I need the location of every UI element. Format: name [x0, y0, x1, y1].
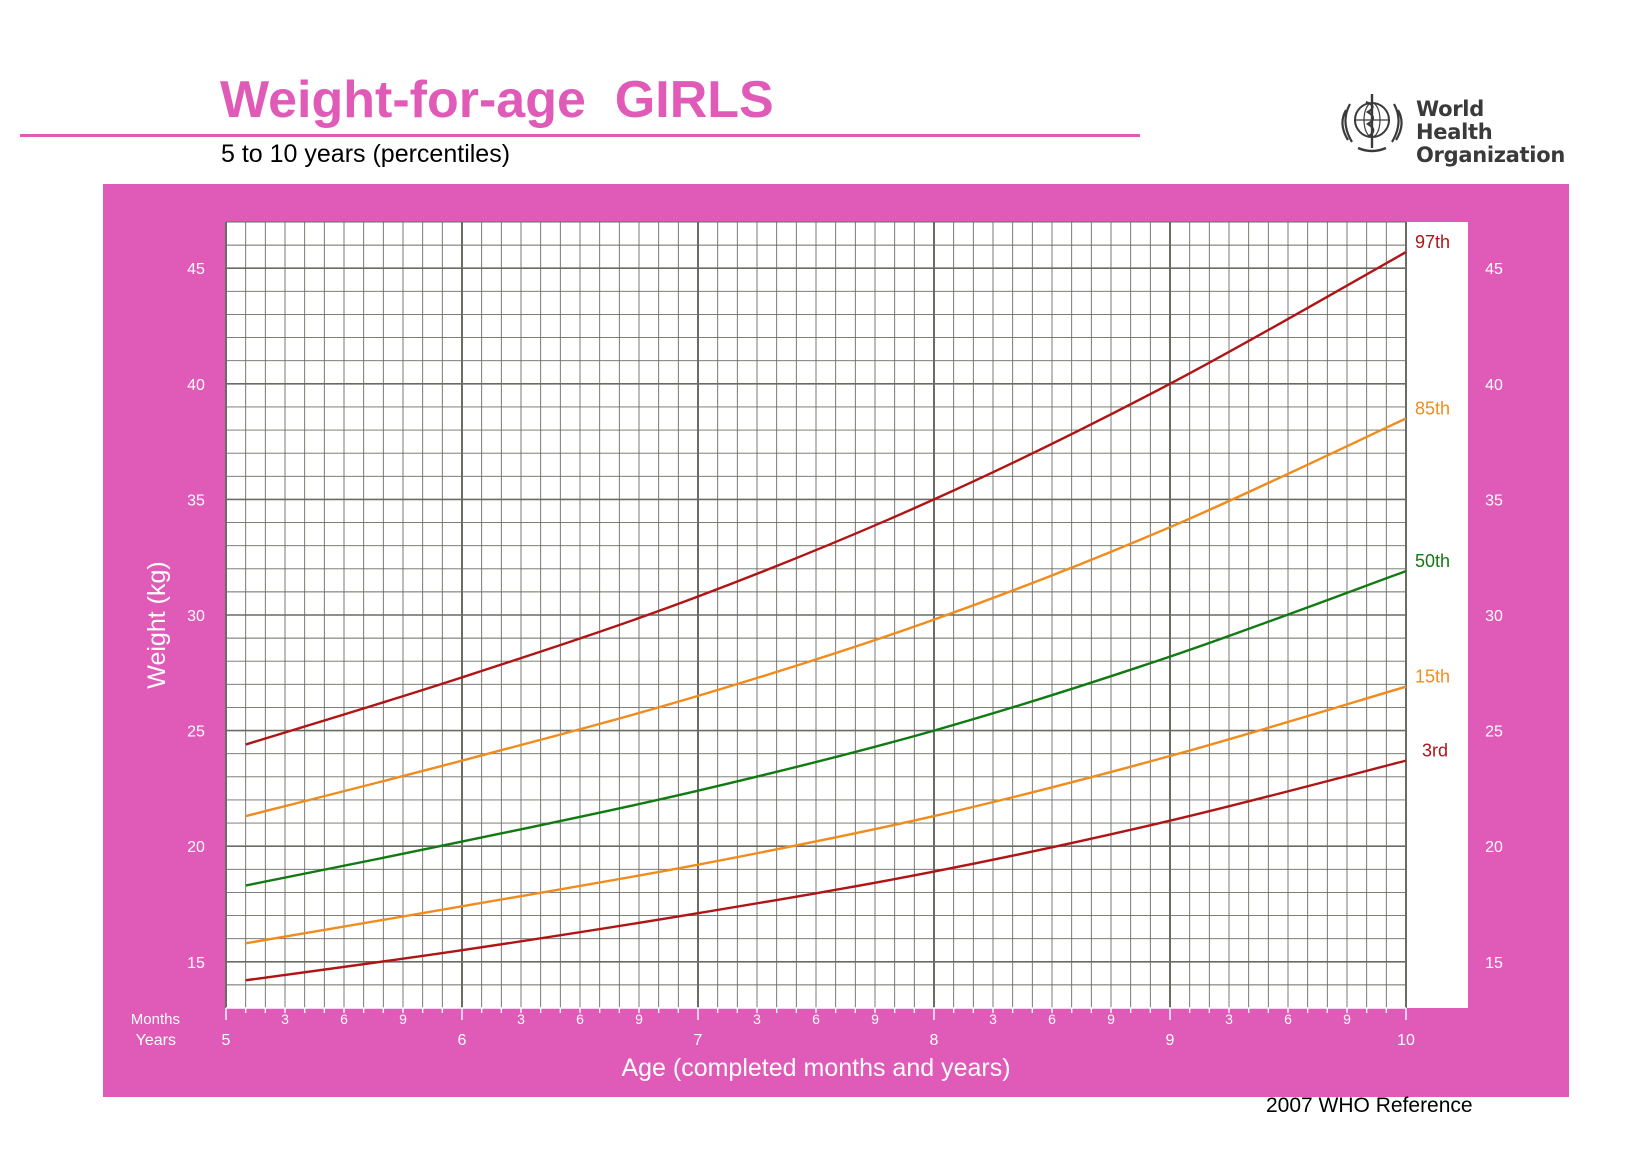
x-month-tick-label: 6	[576, 1011, 584, 1027]
series-label-50th: 50th	[1415, 551, 1450, 571]
chart-subtitle: 5 to 10 years (percentiles)	[221, 140, 511, 168]
grid	[225, 221, 1407, 1009]
x-year-tick-label: 10	[1397, 1032, 1415, 1049]
series-line-3rd	[245, 759, 1407, 982]
y-tick-label-right: 15	[1485, 955, 1503, 972]
x-month-tick-label: 9	[871, 1011, 879, 1027]
x-month-tick-label: 3	[753, 1011, 761, 1027]
x-month-tick-label: 9	[635, 1011, 643, 1027]
y-tick-label-left: 40	[187, 377, 205, 394]
x-year-tick-label: 6	[458, 1032, 467, 1049]
series-line-50th	[245, 569, 1407, 887]
y-tick-label-right: 45	[1485, 261, 1503, 278]
who-emblem-icon	[1341, 94, 1403, 153]
series-label-85th: 85th	[1415, 399, 1450, 419]
series-line-85th	[245, 417, 1407, 818]
percentile-curves	[245, 251, 1407, 982]
y-tick-label-left: 20	[187, 839, 205, 856]
x-year-tick-label: 5	[222, 1032, 231, 1049]
title-underline	[20, 134, 1140, 137]
who-logo: World Health Organization	[1336, 90, 1566, 167]
x-month-tick-label: 3	[517, 1011, 525, 1027]
y-tick-label-left: 30	[187, 608, 205, 625]
x-axis	[225, 1007, 1407, 1020]
x-year-tick-label: 7	[694, 1032, 703, 1049]
x-years-row-label: Years	[136, 1032, 176, 1049]
series-line-15th	[245, 685, 1407, 945]
x-months-row-label: Months	[131, 1011, 180, 1028]
x-year-tick-label: 8	[930, 1032, 939, 1049]
logo-line-2: Organization	[1416, 143, 1565, 167]
chart-title: Weight-for-age GIRLS	[220, 71, 774, 129]
x-month-tick-label: 6	[340, 1011, 348, 1027]
y-tick-label-left: 25	[187, 724, 205, 741]
x-month-tick-label: 9	[1107, 1011, 1115, 1027]
label-strip	[1406, 222, 1468, 1008]
x-month-tick-label: 3	[1225, 1011, 1233, 1027]
y-tick-label-right: 30	[1485, 608, 1503, 625]
x-month-tick-label: 3	[989, 1011, 997, 1027]
y-tick-label-right: 20	[1485, 839, 1503, 856]
series-label-15th: 15th	[1415, 667, 1450, 687]
x-month-tick-label: 6	[1048, 1011, 1056, 1027]
y-tick-label-left: 45	[187, 261, 205, 278]
y-tick-label-left: 15	[187, 955, 205, 972]
series-label-97th: 97th	[1415, 232, 1450, 252]
series-line-97th	[245, 251, 1407, 746]
y-tick-label-left: 35	[187, 492, 205, 509]
y-tick-label-right: 25	[1485, 724, 1503, 741]
x-axis-title: Age (completed months and years)	[621, 1054, 1010, 1082]
logo-line-1: World Health	[1416, 97, 1493, 144]
series-label-3rd: 3rd	[1422, 741, 1448, 761]
x-month-tick-label: 6	[1284, 1011, 1292, 1027]
x-month-tick-label: 3	[281, 1011, 289, 1027]
x-month-tick-label: 9	[399, 1011, 407, 1027]
who-logo-text: World Health Organization	[1416, 98, 1566, 167]
y-tick-label-right: 35	[1485, 492, 1503, 509]
y-tick-label-right: 40	[1485, 377, 1503, 394]
x-month-tick-label: 9	[1343, 1011, 1351, 1027]
footer-reference: 2007 WHO Reference	[1266, 1094, 1473, 1117]
y-axis-title: Weight (kg)	[143, 561, 171, 688]
x-year-tick-label: 9	[1166, 1032, 1175, 1049]
x-month-tick-label: 6	[812, 1011, 820, 1027]
